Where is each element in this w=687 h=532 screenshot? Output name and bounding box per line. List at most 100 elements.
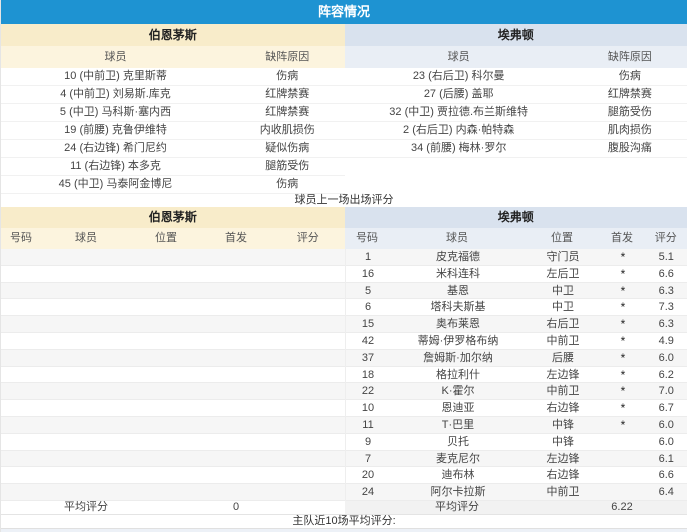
cell-start	[201, 484, 271, 500]
rating-row: 5 基恩 中卫 * 6.3	[345, 282, 687, 300]
cell-player: 格拉利什	[436, 368, 480, 381]
absent-player-row: 10 (中前卫) 克里斯蒂 伤病	[1, 68, 345, 86]
away-col-header-rating: 评分	[654, 232, 677, 244]
cell-start	[201, 249, 271, 265]
cell-player: 詹姆斯·加尔纳	[423, 351, 493, 364]
home-average-value: 0	[232, 500, 240, 513]
cell-start	[201, 383, 271, 399]
cell-player: 45 (中卫) 马泰阿金博尼	[58, 178, 173, 190]
cell-player	[41, 383, 131, 399]
cell-start	[601, 451, 646, 467]
page-title: 阵容情况	[1, 0, 687, 24]
cell-start: *	[620, 266, 626, 281]
home-average-label: 平均评分	[64, 500, 108, 513]
absent-away-player-col-header: 球员	[447, 51, 470, 63]
rating-row: 7 麦克尼尔 左边锋 6.1	[345, 450, 687, 468]
next-section-band	[1, 527, 687, 532]
cell-pos	[131, 266, 201, 282]
cell-rating	[271, 434, 345, 450]
absent-player-row: 11 (右边锋) 本多克 腿筋受伤	[1, 158, 345, 176]
cell-start: *	[620, 283, 626, 298]
cell-no: 11	[362, 418, 374, 431]
cell-pos: 右后卫	[546, 318, 580, 331]
cell-no: 20	[361, 469, 375, 482]
cell-player: 24 (右边锋) 希门尼约	[64, 142, 167, 154]
cell-no	[1, 316, 41, 332]
cell-no	[1, 451, 41, 467]
cell-no	[1, 367, 41, 383]
cell-start	[601, 467, 646, 483]
cell-pos: 右边锋	[546, 402, 580, 415]
cell-rating: 6.3	[658, 284, 674, 297]
cell-player	[41, 283, 131, 299]
cell-start: *	[620, 417, 626, 432]
cell-rating	[271, 367, 345, 383]
cell-rating	[271, 467, 345, 483]
cell-pos	[131, 367, 201, 383]
rating-row: 10 恩迪亚 右边锋 * 6.7	[345, 400, 687, 417]
cell-player	[41, 451, 131, 467]
cell-no	[1, 417, 41, 433]
cell-player: 2 (右后卫) 内森·帕特森	[403, 124, 515, 136]
cell-no	[1, 400, 41, 416]
rating-row	[1, 282, 345, 300]
cell-rating	[271, 299, 345, 315]
cell-start	[201, 400, 271, 416]
cell-rating	[271, 249, 345, 265]
cell-start: *	[620, 300, 626, 315]
cell-player: T·巴里	[441, 418, 475, 431]
ratings-caption: 球员上一场出场评分	[294, 194, 394, 206]
cell-start: *	[620, 401, 626, 416]
rating-row	[1, 266, 345, 283]
cell-pos	[131, 283, 201, 299]
rating-row: 11 T·巴里 中锋 * 6.0	[345, 416, 687, 434]
rating-row: 37 詹姆斯·加尔纳 后腰 * 6.0	[345, 349, 687, 367]
cell-no	[1, 350, 41, 366]
cell-no: 15	[361, 318, 375, 331]
cell-no	[1, 283, 41, 299]
cell-no: 16	[361, 267, 375, 280]
cell-player	[41, 249, 131, 265]
cell-reason: 肌肉损伤	[607, 124, 652, 136]
cell-player: 奥布莱恩	[436, 318, 480, 331]
ratings-body: 1 皮克福德 守门员 * 5.1 16 米科连科 左后卫 * 6.6 5 基恩 中卫 * 6.3 6 塔科夫斯基…	[1, 249, 687, 501]
cell-rating: 4.9	[658, 334, 674, 347]
cell-pos: 中前卫	[546, 486, 580, 499]
absent-home-team-name: 伯恩茅斯	[1, 24, 345, 46]
cell-no: 24	[361, 486, 375, 499]
cell-player: 麦克尼尔	[436, 452, 480, 465]
rating-row	[1, 467, 345, 485]
rating-row: 18 格拉利什 左边锋 * 6.2	[345, 367, 687, 384]
rating-row: 16 米科连科 左后卫 * 6.6	[345, 266, 687, 283]
ratings-away-table: 1 皮克福德 守门员 * 5.1 16 米科连科 左后卫 * 6.6 5 基恩 中卫 * 6.3 6 塔科夫斯基…	[344, 249, 687, 501]
cell-no: 9	[364, 435, 372, 448]
cell-rating: 6.0	[658, 435, 674, 448]
cell-player	[41, 484, 131, 500]
cell-player	[41, 299, 131, 315]
cell-pos: 右边锋	[546, 469, 580, 482]
home-col-header-position: 位置	[155, 232, 177, 244]
cell-player: 恩迪亚	[441, 402, 475, 415]
rating-row	[1, 383, 345, 401]
absent-body: 10 (中前卫) 克里斯蒂 伤病 4 (中前卫) 刘易斯.库克 红牌禁赛 5 (中卫) …	[1, 68, 687, 194]
cell-player: 4 (中前卫) 刘易斯.库克	[60, 88, 171, 100]
cell-no: 5	[364, 284, 372, 297]
cell-pos: 中卫	[552, 301, 574, 314]
cell-reason: 伤病	[276, 178, 299, 190]
cell-start	[201, 316, 271, 332]
cell-pos: 守门员	[546, 251, 580, 263]
rating-row	[1, 333, 345, 350]
cell-pos: 中前卫	[546, 334, 580, 347]
cell-pos: 中锋	[552, 435, 574, 448]
absent-away-reason-col-header: 缺阵原因	[607, 51, 652, 63]
cell-reason: 内收肌损伤	[259, 124, 315, 136]
rating-row: 6 塔科夫斯基 中卫 * 7.3	[345, 299, 687, 317]
absent-team-header-row: 伯恩茅斯 埃弗顿	[1, 24, 687, 46]
cell-no: 18	[361, 368, 375, 381]
rating-row: 20 迪布林 右边锋 6.6	[345, 467, 687, 485]
cell-pos	[131, 417, 201, 433]
cell-no	[1, 266, 41, 282]
cell-rating: 6.0	[658, 351, 674, 364]
cell-pos	[131, 299, 201, 315]
cell-start: *	[620, 317, 626, 332]
